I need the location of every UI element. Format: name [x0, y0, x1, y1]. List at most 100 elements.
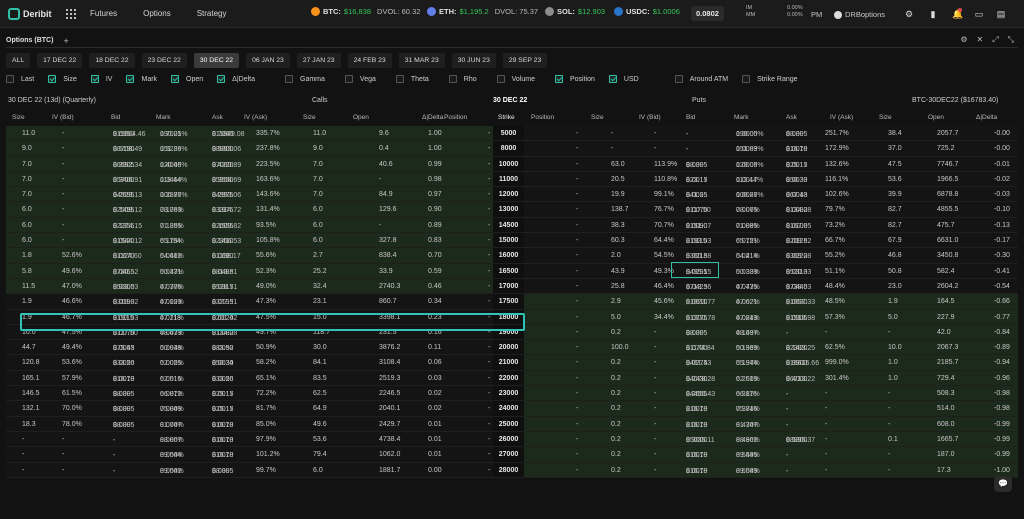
put-iv-ask[interactable]: 48.5% — [825, 298, 845, 306]
put-position[interactable]: - — [576, 359, 579, 367]
call-iv-bid[interactable]: - — [62, 145, 65, 153]
put-open-interest[interactable]: 17.3 — [937, 466, 951, 474]
put-delta[interactable]: -0.96 — [994, 374, 1010, 382]
put-ask-size[interactable]: 39.9 — [888, 191, 902, 199]
strike-cell[interactable]: 20000 — [493, 340, 524, 355]
expiry-tab[interactable]: 30 JUN 23 — [451, 53, 496, 68]
put-bid-size[interactable]: 100.0 — [611, 344, 629, 352]
call-position[interactable]: - — [488, 160, 491, 168]
table-row[interactable]: 17000 11.5 47.0% 0.0300 $503.53 0.0306 47.77% 0… — [6, 278, 1018, 295]
call-iv-bid[interactable]: - — [62, 160, 65, 168]
call-bid-size[interactable]: 6.0 — [22, 206, 32, 214]
call-ask-size[interactable]: 25.2 — [313, 267, 327, 275]
call-open-interest[interactable]: 0.4 — [379, 145, 389, 153]
put-column-header[interactable]: Position — [531, 114, 555, 121]
put-column-header[interactable]: Size — [879, 114, 892, 121]
put-open-interest[interactable]: 508.3 — [937, 390, 955, 398]
strike-cell[interactable]: 26000 — [493, 431, 524, 447]
put-delta[interactable]: -0.99 — [994, 451, 1010, 459]
call-open-interest[interactable]: 3108.4 — [379, 359, 401, 367]
column-toggle[interactable]: Open — [171, 75, 203, 83]
call-ask-size[interactable]: 15.0 — [313, 313, 327, 321]
put-open-interest[interactable]: 2057.7 — [937, 130, 959, 137]
call-delta[interactable]: 0.02 — [428, 405, 442, 413]
call-ask-size[interactable]: 6.0 — [313, 221, 323, 229]
pm-toggle[interactable]: PM — [811, 10, 822, 19]
put-bid-size[interactable]: 25.8 — [611, 282, 625, 290]
call-bid-size[interactable]: 6.0 — [22, 221, 32, 229]
put-iv-ask[interactable]: 132.6% — [825, 160, 849, 168]
put-position[interactable]: - — [576, 466, 579, 474]
call-delta[interactable]: 0.97 — [428, 191, 442, 199]
call-open-interest[interactable]: 2429.7 — [379, 420, 401, 428]
checkbox-icon[interactable] — [285, 75, 294, 83]
put-ask-size[interactable]: 0.1 — [888, 435, 898, 443]
call-position[interactable]: - — [488, 390, 491, 398]
call-open-interest[interactable]: 2040.1 — [379, 405, 401, 413]
put-iv-bid[interactable]: - — [654, 374, 657, 382]
put-delta[interactable]: -0.99 — [994, 420, 1010, 428]
call-iv-bid[interactable]: 47.0% — [62, 282, 82, 290]
table-row[interactable]: 19000 10.0 47.5% 0.0070 $117.50 0.0073 48.43% 0… — [6, 324, 1018, 341]
put-position[interactable]: - — [576, 145, 579, 153]
strike-cell[interactable]: 13000 — [493, 202, 524, 217]
call-ask-size[interactable]: 6.0 — [313, 206, 323, 214]
put-bid-size[interactable]: 2.0 — [611, 252, 621, 260]
put-delta[interactable]: -0.98 — [994, 405, 1010, 413]
call-iv-ask[interactable]: 97.9% — [256, 435, 276, 443]
call-iv-bid[interactable]: - — [62, 435, 65, 443]
call-delta[interactable]: 0.16 — [428, 328, 442, 336]
call-bid-size[interactable]: 10.0 — [22, 328, 36, 336]
call-iv-ask[interactable]: 99.7% — [256, 466, 276, 474]
put-ask-size[interactable]: 82.7 — [888, 206, 902, 214]
put-bid-size[interactable]: 0.2 — [611, 374, 621, 382]
put-bid-size[interactable]: 43.9 — [611, 267, 625, 275]
put-position[interactable]: - — [576, 267, 579, 275]
put-delta[interactable]: -0.99 — [994, 435, 1010, 443]
panel-title[interactable]: Options (BTC) — [6, 37, 54, 44]
put-position[interactable]: - — [576, 130, 579, 137]
call-position[interactable]: - — [488, 267, 491, 275]
put-bid-size[interactable]: 0.2 — [611, 405, 621, 413]
call-iv-ask[interactable]: 55.6% — [256, 252, 276, 260]
call-iv-bid[interactable]: 49.4% — [62, 344, 82, 352]
strike-cell[interactable]: 28000 — [493, 462, 524, 477]
put-open-interest[interactable]: 187.0 — [937, 451, 955, 459]
put-position[interactable]: - — [576, 344, 579, 352]
call-open-interest[interactable]: 1881.7 — [379, 466, 401, 474]
put-bid-size[interactable]: 0.2 — [611, 420, 621, 428]
call-delta[interactable]: 0.01 — [428, 435, 442, 443]
call-iv-bid[interactable]: 78.0% — [62, 420, 82, 428]
call-iv-ask[interactable]: 85.0% — [256, 420, 276, 428]
expiry-tab[interactable]: 31 MAR 23 — [398, 53, 445, 68]
put-open-interest[interactable]: 725.2 — [937, 145, 955, 153]
put-iv-ask[interactable]: 62.5% — [825, 344, 845, 352]
call-delta[interactable]: 0.02 — [428, 390, 442, 398]
checkbox-icon[interactable] — [126, 75, 135, 83]
nav-strategy[interactable]: Strategy — [196, 9, 227, 18]
put-iv-bid[interactable]: - — [654, 390, 657, 398]
put-delta[interactable]: -0.84 — [994, 328, 1010, 336]
call-ask-size[interactable]: 30.0 — [313, 344, 327, 352]
ticker-usdc[interactable]: USDC: $1.0006 — [614, 7, 680, 16]
ticker-eth[interactable]: ETH: $1,195.2 DVOL: 75.37 — [427, 7, 538, 16]
column-toggle[interactable]: Δ|Delta — [217, 75, 255, 83]
call-iv-ask[interactable]: 237.8% — [256, 145, 280, 153]
call-open-interest[interactable]: 1062.0 — [379, 451, 401, 459]
call-column-header[interactable]: IV (Bid) — [52, 114, 74, 121]
put-iv-bid[interactable]: 54.5% — [654, 252, 674, 260]
call-delta[interactable]: 0.83 — [428, 237, 442, 245]
put-ask-size[interactable]: 82.7 — [888, 221, 902, 229]
column-toggle[interactable]: Mark — [126, 75, 157, 83]
call-ask-size[interactable]: 2.7 — [313, 252, 323, 260]
put-iv-ask[interactable]: 102.6% — [825, 191, 849, 199]
call-iv-bid[interactable]: - — [62, 221, 65, 229]
put-iv-bid[interactable]: - — [654, 466, 657, 474]
table-row[interactable]: 10000 7.0-0.3905 $6552.34 0.4048 120.05% 0.42… — [6, 156, 1018, 172]
call-iv-bid[interactable]: 53.6% — [62, 359, 82, 367]
chat-icon[interactable]: 💬 — [994, 476, 1012, 492]
strike-cell[interactable]: 16000 — [493, 248, 524, 263]
table-row[interactable]: 5000 11.0-0.6950 $11664.46 0.7021 190.05% 0.7… — [6, 126, 1018, 142]
put-column-header[interactable]: Ask — [786, 114, 797, 121]
call-iv-ask[interactable]: 93.5% — [256, 221, 276, 229]
